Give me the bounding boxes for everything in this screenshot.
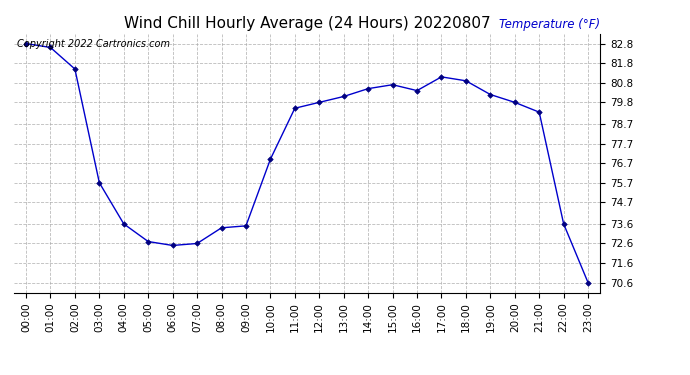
Title: Wind Chill Hourly Average (24 Hours) 20220807: Wind Chill Hourly Average (24 Hours) 202… xyxy=(124,16,491,31)
Text: Temperature (°F): Temperature (°F) xyxy=(499,18,600,31)
Text: Copyright 2022 Cartronics.com: Copyright 2022 Cartronics.com xyxy=(17,39,170,49)
